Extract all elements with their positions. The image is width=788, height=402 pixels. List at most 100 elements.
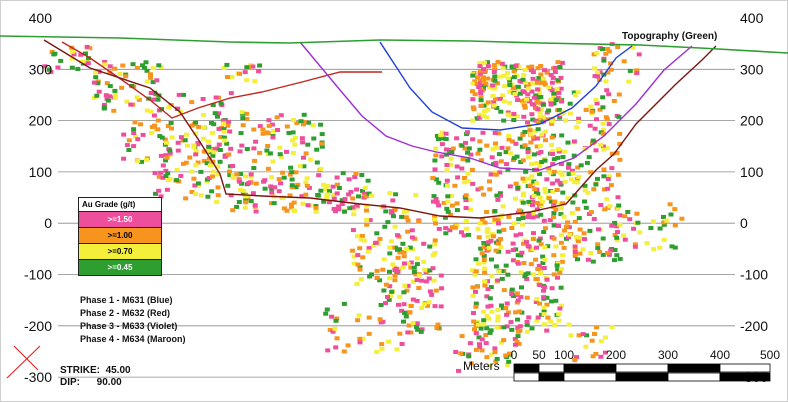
- grade-block: [515, 253, 521, 258]
- grade-block: [471, 319, 477, 324]
- dip-row: DIP: 90.00: [60, 377, 131, 389]
- grade-block: [392, 208, 398, 213]
- grade-block: [547, 218, 553, 223]
- grade-block: [668, 212, 674, 217]
- grade-block: [530, 199, 536, 204]
- grade-block: [479, 251, 485, 256]
- grade-block: [271, 201, 277, 206]
- grade-block: [479, 348, 485, 353]
- grade-block: [366, 315, 372, 320]
- grade-block: [334, 175, 340, 180]
- grade-block: [598, 142, 604, 147]
- grade-block: [514, 339, 520, 344]
- grade-block: [195, 142, 201, 147]
- grade-block: [500, 204, 506, 209]
- grade-block: [592, 332, 597, 336]
- grade-block: [521, 72, 527, 77]
- grade-block: [425, 303, 431, 308]
- grade-block: [632, 244, 638, 249]
- grade-block: [374, 268, 380, 273]
- grade-block: [549, 299, 555, 304]
- grade-block: [507, 151, 513, 156]
- grade-block: [135, 137, 141, 142]
- grade-block: [515, 317, 521, 322]
- grade-block: [575, 257, 580, 262]
- grade-block: [151, 97, 157, 102]
- grade-block: [270, 159, 276, 164]
- grade-block: [661, 237, 667, 242]
- grade-block: [492, 350, 498, 355]
- grade-block: [454, 164, 460, 169]
- grade-block: [630, 45, 636, 50]
- grade-block: [489, 274, 495, 279]
- grade-block: [134, 95, 140, 100]
- grade-block: [507, 83, 513, 87]
- grade-block: [403, 314, 409, 319]
- grade-block: [483, 333, 489, 337]
- grade-block: [582, 146, 588, 151]
- grade-block: [301, 164, 307, 169]
- strike-value: 45.00: [105, 365, 131, 376]
- grade-block: [455, 175, 461, 180]
- grade-block: [393, 266, 399, 271]
- grade-block: [549, 135, 555, 140]
- grade-block: [572, 193, 578, 198]
- grade-block: [531, 152, 537, 157]
- grade-block: [432, 304, 438, 309]
- grade-block: [336, 186, 342, 190]
- scale-tick-label: 100: [554, 348, 574, 362]
- grade-block: [627, 68, 633, 73]
- grade-block: [632, 242, 638, 247]
- grade-block: [606, 92, 612, 97]
- grade-block: [217, 148, 223, 152]
- grade-block: [69, 65, 75, 70]
- scale-segment: [667, 372, 721, 382]
- grade-block: [498, 340, 504, 345]
- grade-block: [461, 233, 467, 238]
- grade-block: [69, 56, 75, 61]
- grade-block: [396, 302, 401, 307]
- grade-block: [557, 170, 563, 175]
- grade-block: [411, 265, 417, 270]
- grade-block: [392, 273, 398, 278]
- grade-block: [614, 235, 620, 240]
- scale-segment: [513, 363, 540, 373]
- grade-block: [286, 131, 292, 135]
- grade-block: [567, 232, 573, 237]
- grade-block: [253, 139, 259, 144]
- grade-block: [568, 177, 574, 182]
- grade-block: [333, 318, 339, 323]
- grade-block: [601, 147, 607, 152]
- grade-block: [478, 89, 484, 94]
- grade-block: [228, 91, 234, 96]
- grade-block: [327, 189, 332, 194]
- grade-block: [487, 363, 493, 368]
- grade-block: [552, 70, 558, 75]
- grade-block: [414, 256, 420, 261]
- grade-block: [319, 141, 325, 146]
- grade-block: [524, 329, 530, 334]
- grade-block: [616, 114, 622, 119]
- grade-block: [513, 64, 519, 68]
- grade-block: [289, 205, 294, 210]
- grade-block: [226, 152, 232, 157]
- grade-block: [572, 250, 578, 255]
- grade-block: [492, 131, 498, 135]
- grade-block: [571, 90, 577, 95]
- grade-block: [534, 136, 540, 141]
- grade-block: [358, 277, 364, 282]
- grade-block: [517, 136, 523, 141]
- grade-block: [208, 163, 213, 168]
- grade-block: [544, 302, 550, 307]
- grade-block: [55, 65, 61, 70]
- grade-block: [158, 153, 164, 158]
- grade-block: [576, 120, 582, 124]
- grade-block: [569, 211, 575, 215]
- grade-block: [303, 151, 309, 156]
- grade-block: [541, 80, 547, 85]
- grade-block: [218, 135, 224, 139]
- grade-block: [559, 172, 565, 177]
- grade-block: [634, 68, 640, 73]
- grade-block: [379, 346, 385, 351]
- grade-block: [541, 266, 547, 270]
